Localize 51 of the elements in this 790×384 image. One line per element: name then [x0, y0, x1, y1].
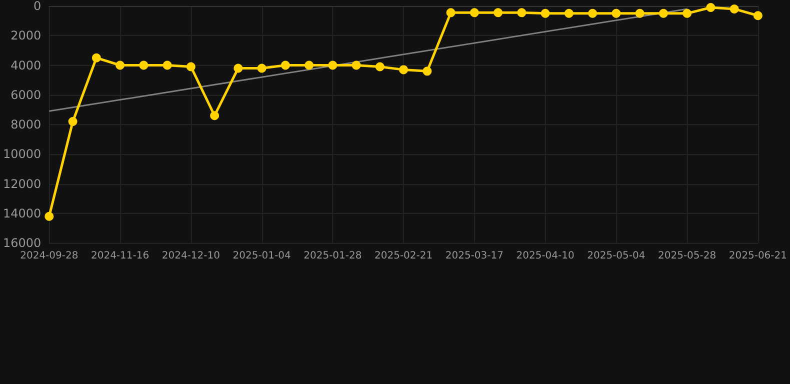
- x-tick-label: 2025-05-28: [658, 250, 716, 262]
- point: [399, 65, 408, 74]
- x-tick-label: 2025-01-28: [304, 250, 362, 262]
- y-tick-label: 14000: [2, 206, 42, 220]
- point: [162, 60, 172, 70]
- point: [612, 8, 621, 18]
- point: [375, 62, 384, 72]
- point: [210, 111, 220, 120]
- point: [635, 8, 644, 18]
- x-tick-label: 2025-05-04: [587, 250, 646, 262]
- y-tick-label: 16000: [2, 236, 42, 250]
- x-tick-label: 2025-01-04: [232, 250, 291, 262]
- point: [658, 8, 668, 18]
- point: [280, 60, 290, 70]
- x-tick-label: 2025-03-17: [445, 250, 504, 262]
- point: [186, 62, 196, 72]
- y-tick-label: 6000: [10, 88, 42, 102]
- point: [92, 53, 101, 62]
- point: [352, 60, 361, 70]
- y-tick-label: 0: [34, 0, 42, 13]
- point: [753, 11, 762, 20]
- x-tick-label: 2024-12-10: [162, 250, 220, 262]
- point: [328, 60, 338, 70]
- point: [517, 8, 526, 18]
- point: [422, 66, 432, 76]
- point: [730, 4, 739, 14]
- point: [494, 8, 503, 18]
- x-tick-label: 2025-02-21: [374, 250, 433, 262]
- y-tick-label: 4000: [10, 58, 42, 72]
- y-tick-label: 8000: [10, 118, 42, 132]
- x-tick-label: 2024-11-16: [90, 250, 150, 262]
- point: [139, 60, 148, 70]
- x-tick-label: 2024-09-28: [20, 250, 78, 262]
- point: [234, 64, 243, 73]
- point: [682, 8, 692, 18]
- point: [446, 8, 456, 18]
- y-tick-label: 2000: [10, 28, 42, 43]
- y-tick-label: 12000: [2, 176, 42, 191]
- point: [706, 2, 716, 12]
- point: [44, 212, 54, 221]
- point: [257, 64, 266, 73]
- point: [304, 60, 314, 70]
- x-tick-label: 2025-04-10: [516, 250, 574, 262]
- point: [564, 8, 574, 18]
- point: [588, 8, 598, 18]
- point: [68, 117, 78, 126]
- point: [470, 8, 479, 18]
- point: [116, 60, 125, 70]
- x-tick-label: 2025-06-21: [728, 250, 788, 262]
- point: [540, 8, 550, 18]
- y-tick-label: 10000: [2, 147, 42, 162]
